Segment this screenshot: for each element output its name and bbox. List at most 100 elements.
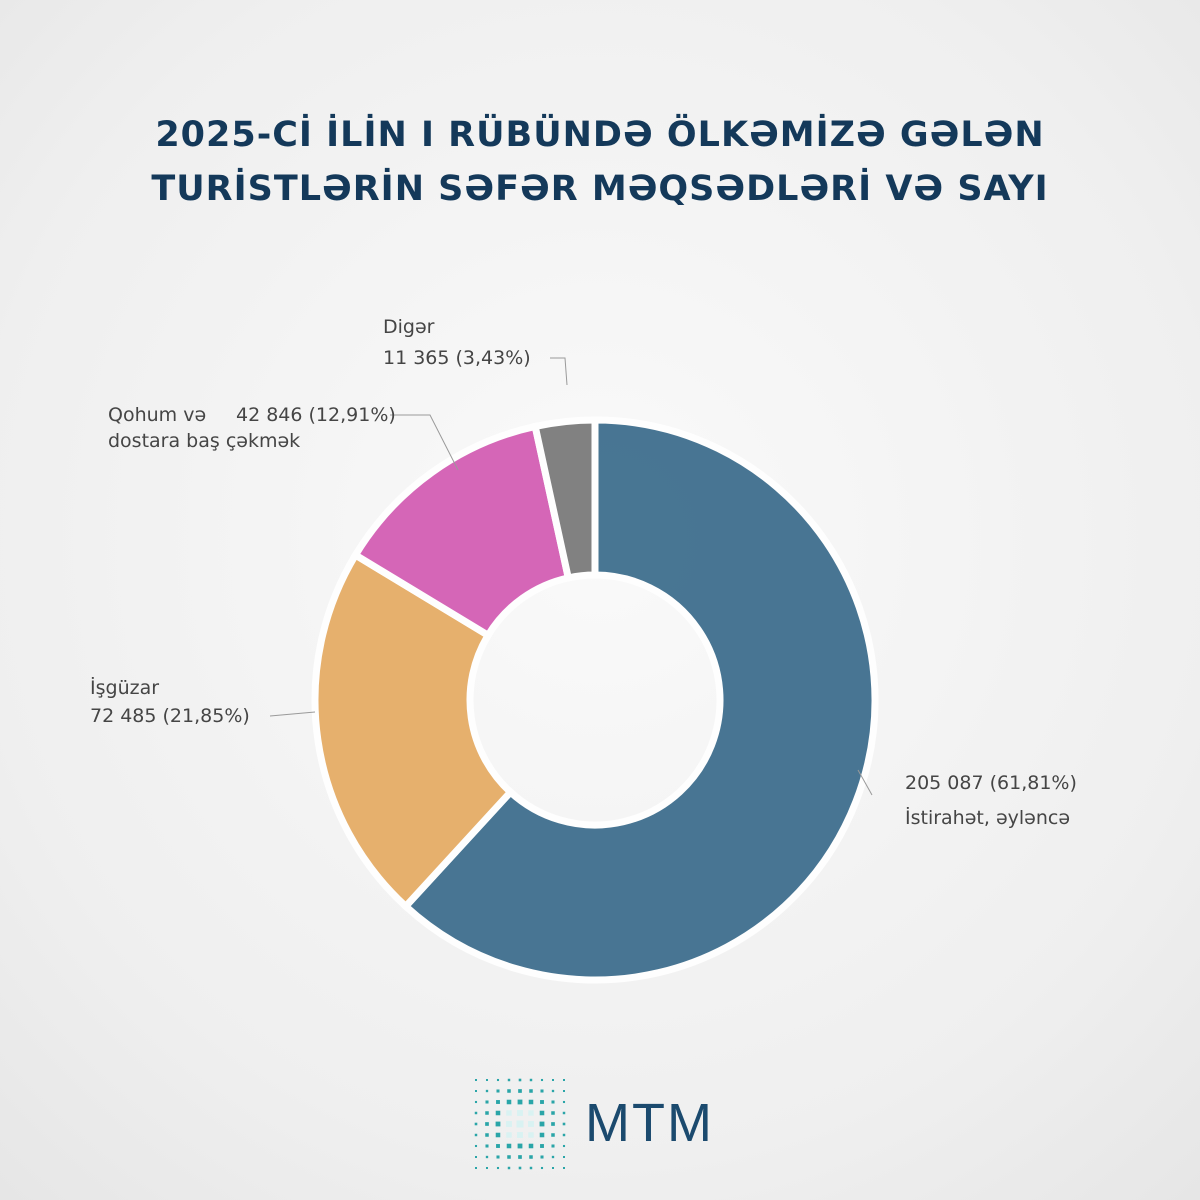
logo-dot	[563, 1156, 565, 1158]
logo-dot	[551, 1100, 555, 1104]
logo-dot	[529, 1166, 533, 1170]
logo-dot	[551, 1111, 555, 1115]
logo-dot	[495, 1132, 501, 1138]
logo-dot	[485, 1155, 489, 1159]
logo-dot	[474, 1122, 478, 1126]
logo-dot	[562, 1133, 566, 1137]
logo-dot	[551, 1144, 555, 1148]
logo-dot	[517, 1143, 523, 1149]
logo-dot	[516, 1120, 524, 1128]
logo-dot	[517, 1110, 523, 1116]
logo-dot	[518, 1155, 522, 1159]
logo-dot	[518, 1089, 522, 1093]
logo-dot	[474, 1100, 478, 1104]
logo-dot	[496, 1078, 500, 1082]
logo-dot	[475, 1167, 477, 1169]
logo-dot	[506, 1099, 512, 1105]
logo-dot	[540, 1155, 544, 1159]
logo-dot	[485, 1089, 489, 1093]
logo-dot	[552, 1167, 554, 1169]
slice	[350, 422, 573, 641]
logo-dot	[485, 1111, 489, 1115]
logo-dot	[507, 1089, 511, 1093]
category-label: Qohum və dostara baş çəkmək	[108, 402, 338, 454]
logo-dot	[539, 1121, 545, 1127]
value-label: 11 365 (3,43%)	[383, 347, 531, 369]
logo-dot	[486, 1167, 488, 1169]
value-label: 72 485 (21,85%)	[90, 705, 250, 727]
logo-dot	[540, 1078, 544, 1082]
logo-dot	[529, 1089, 533, 1093]
logo-dot	[496, 1155, 500, 1159]
logo-dot	[496, 1144, 500, 1148]
logo-dot	[562, 1122, 566, 1126]
logo-dot	[562, 1111, 566, 1115]
logo-dot	[551, 1133, 555, 1137]
logo-dot	[475, 1156, 477, 1158]
logo-dot	[485, 1122, 489, 1126]
logo-dot	[495, 1110, 501, 1116]
value-label: 205 087 (61,81%)	[905, 772, 1077, 794]
logo-dot	[562, 1144, 566, 1148]
logo-dot	[551, 1089, 555, 1093]
leader-line	[390, 414, 459, 471]
leader-line	[857, 769, 873, 796]
logo-dot	[528, 1121, 534, 1127]
logo-dot	[552, 1079, 554, 1081]
leader-line	[269, 711, 316, 717]
logo-dot	[539, 1132, 545, 1138]
logo-dot	[528, 1143, 534, 1149]
logo-dot	[563, 1079, 565, 1081]
slice	[531, 416, 599, 583]
logo-dot	[496, 1089, 500, 1093]
logo-dot	[495, 1121, 501, 1127]
logo-dot	[551, 1122, 555, 1126]
logo-dot	[506, 1121, 512, 1127]
logo-dot	[507, 1166, 511, 1170]
logo-dot	[506, 1143, 512, 1149]
logo-dot	[474, 1144, 478, 1148]
logo-dot	[475, 1090, 477, 1092]
logo-dot	[518, 1078, 522, 1082]
logo-dot	[528, 1132, 534, 1138]
logo-dot	[528, 1099, 534, 1105]
logo-dot	[474, 1133, 478, 1137]
logo-dot	[540, 1166, 544, 1170]
logo-dot	[528, 1110, 534, 1116]
logo-dot	[496, 1100, 500, 1104]
logo-dot	[518, 1166, 522, 1170]
logo-dot	[529, 1078, 533, 1082]
logo-dot	[540, 1089, 544, 1093]
logo-dot	[506, 1110, 512, 1116]
chart-title: 2025-Cİ İLİN I RÜBÜNDƏ ÖLKƏMİZƏ GƏLƏN TU…	[151, 115, 1049, 209]
logo-dot	[540, 1100, 544, 1104]
logo-dot	[506, 1132, 512, 1138]
logo-dot	[507, 1155, 511, 1159]
logo-dot	[540, 1144, 544, 1148]
leader-line	[550, 357, 568, 386]
slice	[311, 550, 516, 912]
logo-dot	[517, 1099, 523, 1105]
category-label: İşgüzar	[90, 677, 160, 699]
logo-dot	[474, 1111, 478, 1115]
logo-dot	[562, 1100, 566, 1104]
category-text: Qohum və dostara baş çəkmək	[108, 404, 301, 452]
logo-dot	[517, 1132, 523, 1138]
value-label: 42 846 (12,91%)	[236, 404, 396, 426]
category-label: Digər	[383, 316, 435, 338]
logo-text: MTM	[585, 1093, 714, 1153]
category-label: İstirahət, əyləncə	[905, 807, 1071, 829]
logo-dot	[563, 1090, 565, 1092]
logo-dot	[563, 1167, 565, 1169]
logo-dot	[551, 1155, 555, 1159]
logo-dot	[507, 1078, 511, 1082]
slice	[400, 416, 879, 984]
logo-dot	[485, 1144, 489, 1148]
logo-dot	[539, 1110, 545, 1116]
logo-dot	[496, 1166, 500, 1170]
logo-dot	[485, 1133, 489, 1137]
logo-dot	[475, 1079, 477, 1081]
logo-dot	[529, 1155, 533, 1159]
